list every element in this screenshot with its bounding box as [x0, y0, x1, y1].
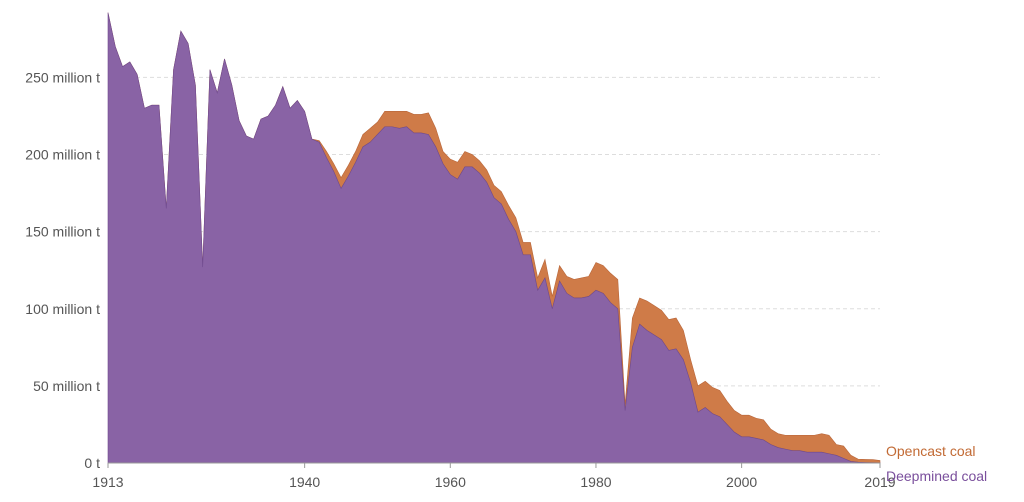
legend: Opencast coal Deepmined coal [886, 443, 987, 484]
x-tick-label: 1940 [289, 474, 320, 490]
y-tick-label: 0 t [84, 455, 100, 471]
axes: 0 t 50 million t 100 million t 150 million … [25, 69, 895, 490]
y-tick-label: 150 million t [25, 224, 100, 240]
series-area-deepmined-coal [107, 12, 881, 464]
legend-label-deepmined-coal: Deepmined coal [886, 468, 987, 484]
y-tick-label: 250 million t [25, 69, 100, 85]
y-tick-label: 100 million t [25, 301, 100, 317]
y-tick-label: 50 million t [33, 378, 100, 394]
x-tick-label: 1913 [92, 474, 123, 490]
x-tick-label: 1980 [580, 474, 611, 490]
legend-label-opencast-coal: Opencast coal [886, 443, 976, 459]
x-tick-label: 2019 [864, 474, 895, 490]
x-tick-label: 1960 [435, 474, 466, 490]
y-tick-label: 200 million t [25, 147, 100, 163]
x-tick-label: 2000 [726, 474, 757, 490]
stacked-areas [107, 12, 881, 464]
